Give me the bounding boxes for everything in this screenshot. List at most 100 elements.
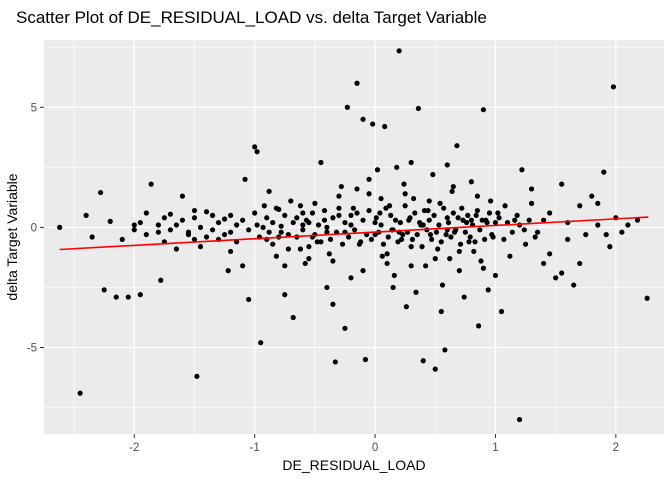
data-point: [528, 186, 535, 192]
data-point: [294, 215, 300, 221]
data-point: [412, 210, 418, 216]
data-point: [194, 373, 200, 379]
data-point: [547, 210, 553, 216]
data-point: [394, 164, 400, 170]
data-point: [427, 231, 434, 238]
data-point: [348, 212, 354, 218]
data-point: [383, 205, 389, 211]
data-point: [327, 236, 334, 243]
data-point: [362, 356, 369, 363]
data-point: [318, 159, 324, 166]
data-point: [502, 203, 508, 209]
data-point: [467, 234, 473, 240]
data-point: [534, 229, 541, 235]
x-tick-label: -2: [129, 442, 139, 454]
data-point: [408, 159, 414, 166]
data-point: [432, 256, 438, 262]
data-point: [191, 236, 198, 243]
data-point: [354, 186, 360, 192]
data-point: [370, 121, 376, 127]
data-point: [477, 227, 483, 233]
data-point: [290, 219, 296, 226]
data-point: [396, 48, 402, 54]
data-point: [203, 209, 210, 215]
data-point: [254, 149, 260, 155]
data-point: [471, 248, 477, 255]
y-axis-label: delta Target Variable: [4, 173, 20, 300]
data-point: [450, 183, 456, 190]
data-point: [414, 231, 420, 238]
data-point: [285, 246, 291, 252]
data-point: [423, 263, 429, 269]
data-point: [302, 260, 308, 267]
data-point: [143, 210, 149, 216]
data-point: [330, 301, 336, 307]
data-point: [507, 253, 513, 259]
data-point: [97, 189, 104, 196]
data-point: [282, 263, 288, 269]
data-point: [410, 195, 417, 202]
data-point: [476, 323, 482, 329]
data-point: [309, 210, 316, 216]
data-point: [344, 104, 350, 110]
data-point: [300, 222, 306, 228]
data-point: [408, 263, 414, 269]
data-point: [246, 296, 252, 303]
data-point: [306, 244, 312, 250]
data-point: [485, 287, 491, 293]
data-point: [495, 210, 501, 216]
data-point: [252, 210, 258, 216]
data-point: [460, 217, 466, 223]
data-point: [137, 292, 143, 298]
data-point: [288, 198, 294, 204]
data-point: [462, 229, 468, 235]
data-point: [465, 212, 471, 218]
data-point: [366, 176, 372, 182]
data-point: [342, 219, 348, 226]
data-point: [290, 314, 296, 321]
data-point: [315, 222, 322, 228]
y-tick-label: 5: [31, 102, 37, 114]
data-point: [388, 212, 394, 218]
data-point: [242, 176, 248, 182]
data-point: [354, 210, 360, 216]
data-point: [450, 210, 456, 216]
data-point: [415, 105, 422, 112]
data-point: [300, 227, 306, 233]
data-point: [625, 222, 631, 228]
data-point: [366, 207, 372, 214]
data-point: [432, 366, 438, 372]
data-point: [498, 308, 505, 315]
data-point: [420, 358, 426, 364]
data-point: [426, 198, 432, 204]
data-point: [468, 217, 474, 223]
data-point: [441, 205, 447, 211]
x-tick-label: -1: [250, 442, 260, 454]
data-point: [107, 218, 113, 224]
data-point: [321, 217, 328, 223]
data-point: [379, 253, 385, 259]
data-point: [478, 258, 484, 264]
data-point: [526, 217, 532, 223]
data-point: [541, 260, 547, 267]
data-point: [595, 200, 601, 206]
data-point: [234, 222, 240, 228]
data-point: [209, 227, 216, 233]
data-point: [486, 210, 493, 216]
data-point: [258, 340, 264, 346]
data-point: [266, 188, 272, 194]
data-point: [496, 215, 502, 221]
data-point: [459, 205, 465, 211]
data-point: [324, 284, 330, 291]
data-point: [360, 217, 366, 223]
data-point: [442, 347, 448, 353]
data-point: [314, 239, 320, 245]
data-point: [137, 219, 143, 226]
data-point: [297, 203, 304, 209]
data-point: [358, 239, 364, 245]
data-point: [368, 236, 375, 243]
data-point: [392, 217, 399, 223]
data-point: [342, 325, 348, 331]
data-point: [270, 241, 276, 247]
